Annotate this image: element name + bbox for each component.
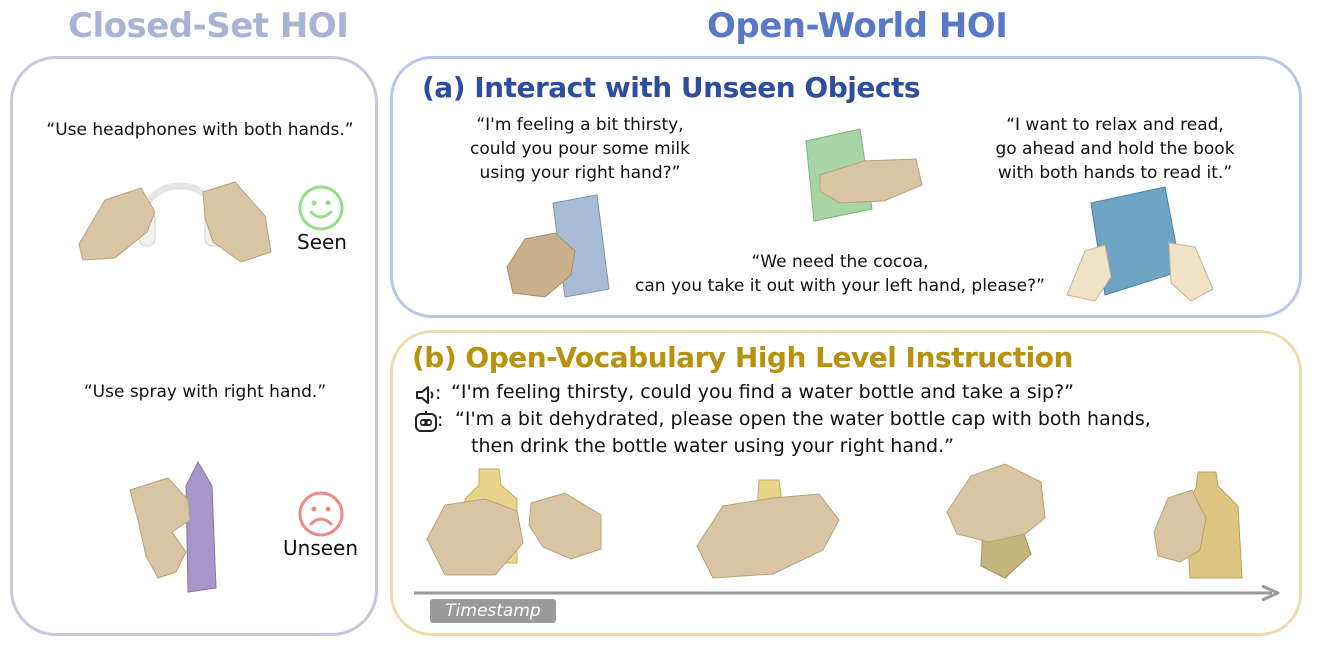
panel-a: [390, 56, 1302, 318]
closed-set-title: Closed-Set HOI: [68, 6, 349, 46]
seen-instruction: “Use headphones with both hands.”: [46, 120, 354, 140]
headphones-hands-illustration: [78, 181, 272, 263]
user-instruction: “I'm feeling thirsty, could you find a w…: [451, 381, 1075, 403]
timeline-arrow-icon: [414, 584, 1280, 602]
smiling-face-icon: [298, 185, 344, 231]
bottle-step-1-illustration: [426, 468, 602, 576]
robot-line-colon: :: [437, 409, 444, 431]
robot-instruction-line-2: then drink the bottle water using your r…: [471, 435, 954, 457]
user-line-colon: :: [435, 382, 442, 404]
milk-hand-illustration: [506, 194, 610, 298]
panel-a-title: (a) Interact with Unseen Objects: [422, 71, 921, 104]
unseen-instruction: “Use spray with right hand.”: [83, 382, 327, 402]
milk-instruction: “I'm feeling a bit thirsty, could you po…: [450, 113, 710, 185]
timestamp-label: Timestamp: [430, 599, 556, 623]
cocoa-line-2: can you take it out with your left hand,…: [635, 276, 1045, 296]
bottle-step-4-illustration: [1153, 471, 1243, 579]
panel-b-title: (b) Open-Vocabulary High Level Instructi…: [412, 341, 1073, 374]
panel-b: [390, 330, 1302, 636]
closed-set-panel: [10, 56, 378, 636]
robot-instruction-line-1: “I'm a bit dehydrated, please open the w…: [455, 408, 1151, 430]
cocoa-line-1: “We need the cocoa,: [751, 252, 929, 272]
milk-line-2: could you pour some milk: [470, 139, 690, 159]
book-hands-illustration: [1066, 186, 1214, 302]
unseen-label: Unseen: [283, 536, 359, 560]
timestamp-text: Timestamp: [445, 601, 541, 621]
milk-line-1: “I'm feeling a bit thirsty,: [476, 115, 684, 135]
book-line-3: with both hands to read it.”: [997, 163, 1233, 183]
bottle-step-3-illustration: [946, 463, 1046, 579]
spray-hand-illustration: [129, 460, 217, 593]
speaker-icon: [416, 386, 434, 404]
bottle-step-2-illustration: [696, 479, 840, 579]
robot-icon: [415, 411, 437, 432]
frowning-face-icon: [298, 491, 344, 537]
cocoa-instruction: “We need the cocoa, can you take it out …: [610, 250, 1070, 298]
book-line-1: “I want to relax and read,: [1006, 115, 1224, 135]
book-line-2: go ahead and hold the book: [995, 139, 1235, 159]
book-instruction: “I want to relax and read, go ahead and …: [975, 113, 1255, 185]
cocoa-hand-illustration: [805, 128, 923, 222]
seen-label: Seen: [297, 230, 347, 254]
open-world-title: Open-World HOI: [707, 6, 1008, 46]
milk-line-3: using your right hand?”: [479, 163, 681, 183]
